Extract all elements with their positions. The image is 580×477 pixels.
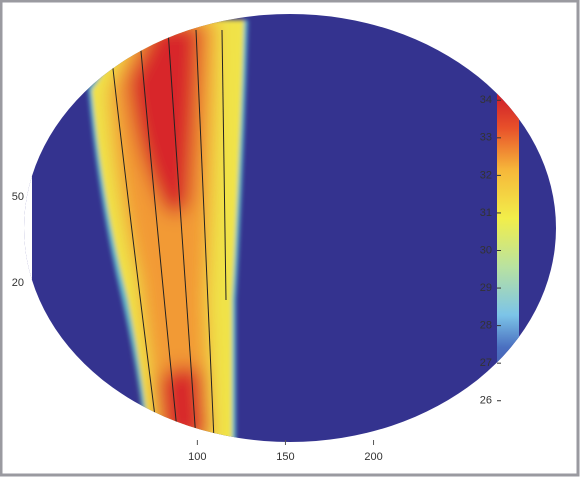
colorbar-tick-label: 31 bbox=[480, 207, 492, 219]
x-tick-label: 100 bbox=[188, 451, 206, 463]
colorbar bbox=[497, 89, 519, 412]
colorbar-tick-label: 32 bbox=[480, 169, 492, 181]
x-tick-label: 200 bbox=[364, 451, 382, 463]
colorbar-tick-label: 30 bbox=[480, 244, 492, 256]
x-tick-label: 150 bbox=[276, 451, 294, 463]
colorbar-tick-label: 27 bbox=[480, 357, 492, 369]
colorbar-tick-label: 34 bbox=[480, 94, 492, 106]
y-tick-label: 20 bbox=[12, 277, 24, 289]
y-tick-label: 50 bbox=[12, 191, 24, 203]
image bbox=[24, 14, 556, 442]
colorbar-tick-label: 33 bbox=[480, 132, 492, 144]
colorbar-tick-label: 28 bbox=[480, 320, 492, 332]
colorbar-tick-label: 29 bbox=[480, 282, 492, 294]
axes: 100 150 200 50 20 26 27 28 29 30 31 32 33 34 bbox=[12, 94, 501, 463]
colorbar-tick-label: 26 bbox=[480, 395, 492, 407]
left-margin bbox=[24, 14, 32, 442]
contour-lines bbox=[111, 29, 227, 441]
